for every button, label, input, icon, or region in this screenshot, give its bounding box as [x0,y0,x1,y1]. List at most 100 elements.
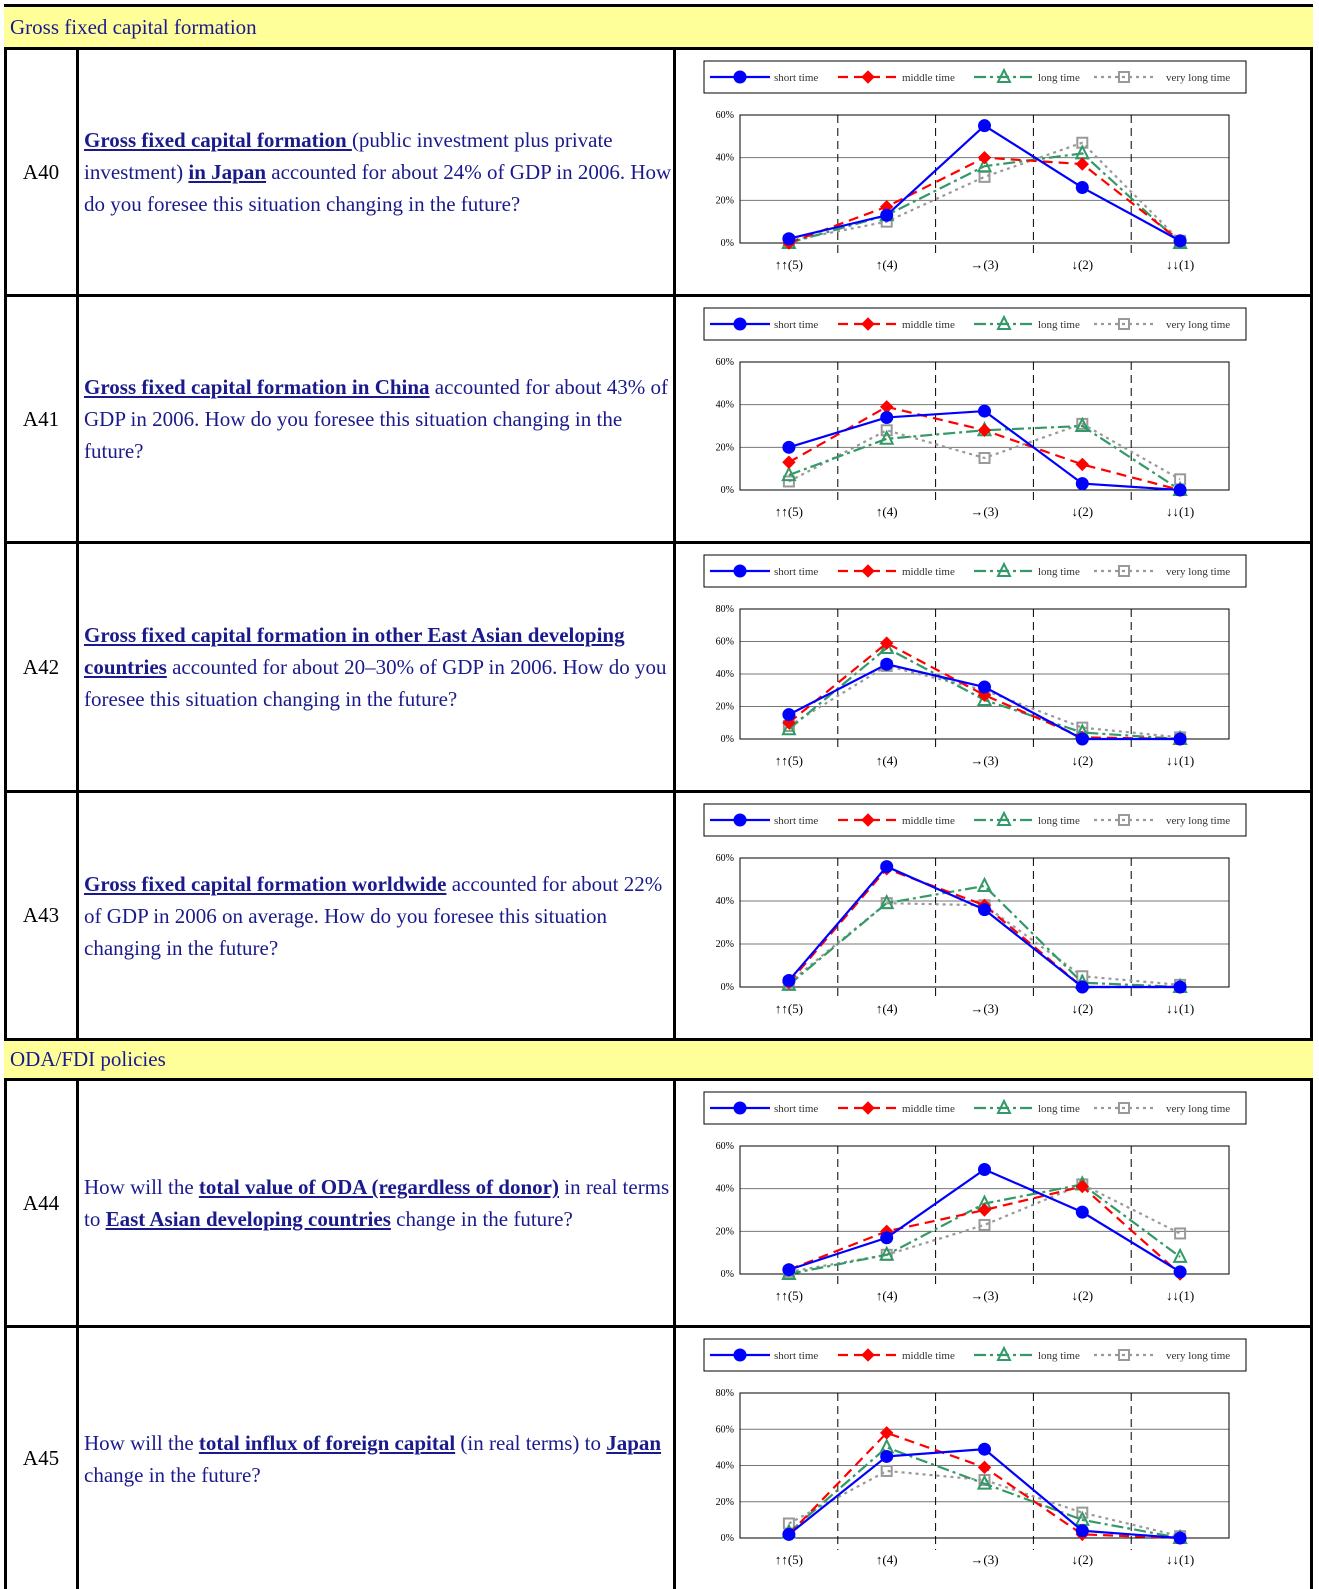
marker-square [1118,1102,1130,1114]
row-id: A44 [22,1190,60,1215]
legend-label: very long time [1166,815,1230,827]
marker-circle [1075,1205,1089,1219]
legend-item: long time [974,67,1080,84]
line-chart-svg: short time middle time long time very long … [703,1091,1247,1303]
marker-diamond [977,423,992,437]
marker-circle [880,1231,894,1245]
hline [4,790,1313,793]
marker-triangle [996,1345,1012,1361]
legend-item: long time [974,1345,1080,1362]
y-tick-label: 20% [716,1497,734,1508]
y-tick-label: 0% [721,485,734,496]
line-chart-svg: short time middle time long time very long … [703,60,1247,272]
chart-a42: short time middle time long time very long … [684,549,1310,785]
marker-triangle [879,638,895,654]
marker-diamond [861,813,875,827]
legend-label: very long time [1166,1103,1230,1115]
question-fragment: accounted for about 20–30% of GDP in 200… [84,655,667,711]
plot-frame [739,608,1230,740]
question-text: Gross fixed capital formation worldwide … [84,793,674,1038]
marker-triangle [996,67,1012,83]
marker-square [880,424,893,437]
y-tick-label: 0% [721,1533,734,1544]
marker-diamond [1075,1179,1090,1194]
marker-circle [978,119,991,133]
marker-circle [733,317,747,331]
section-title: Gross fixed capital formation [10,14,257,39]
legend-label: middle time [902,566,955,578]
x-tick-label: →(3) [970,1001,998,1016]
marker-square [1118,71,1130,83]
x-tick-label: ↑↑(5) [775,753,803,768]
plot-area: 0% 20% 40% 60% 80% ↑↑(5) ↑(4) →(3) ↓(2) ↓↓(1) [716,1388,1230,1567]
marker-triangle [879,429,895,445]
plot-area: 0% 20% 40% 60% ↑↑(5) ↑(4) →(3) ↓(2) ↓↓(1) [716,357,1230,519]
x-tick-label: ↑↑(5) [775,504,803,519]
marker-square [1174,1227,1187,1240]
question-text: How will the total influx of foreign cap… [84,1328,674,1589]
section-header-gfcf: Gross fixed capital formation [4,7,1313,47]
x-tick-label: ↓↓(1) [1166,1552,1194,1567]
chart-legend: short time middle time long time very long … [703,554,1247,588]
legend-item: very long time [1094,1349,1230,1362]
y-tick-label: 0% [721,734,734,745]
legend-label: very long time [1166,566,1230,578]
series-very-long-time [782,417,1187,488]
section-header-oda-fdi: ODA/FDI policies [4,1041,1313,1078]
series-line [788,405,1181,492]
marker-triangle [879,893,895,910]
y-tick-label: 20% [716,442,734,453]
question-keyword: Gross fixed capital formation in other E… [84,623,625,679]
series-short-time [782,1162,1187,1279]
chart-a40: short time middle time long time very long … [684,55,1310,289]
question-fragment: How will the [84,1430,199,1455]
marker-triangle [996,314,1012,330]
legend-label: very long time [1166,72,1230,84]
legend-label: middle time [902,319,955,331]
legend-frame [703,1091,1247,1125]
marker-circle [733,70,747,84]
question-keyword: Gross fixed capital formation [84,128,352,152]
series-line [788,1446,1181,1540]
question-fragment: accounted for about 43% of GDP in 2006. … [84,375,669,463]
legend-item: long time [974,1098,1080,1115]
series-middle-time [782,862,1187,994]
question-keyword: East Asian developing countries [105,1207,391,1231]
y-tick-label: 0% [721,982,734,993]
series-line [788,422,1181,483]
x-tick-label: ↑(4) [876,504,898,519]
question-fragment: change in the future? [390,1207,573,1231]
series-line [788,141,1181,242]
legend-label: long time [1038,815,1080,827]
legend-label: middle time [902,1103,955,1115]
series-long-time [781,1175,1188,1280]
plot-frame [739,857,1230,988]
marker-square [1118,814,1130,826]
legend-label: short time [774,319,818,331]
x-tick-label: →(3) [970,1552,998,1567]
x-tick-label: →(3) [970,257,998,272]
y-tick-label: 40% [716,1461,734,1472]
row-id: A45 [22,1446,60,1470]
hline [4,47,1313,50]
x-tick-label: ↓(2) [1071,1288,1093,1303]
marker-square [1118,318,1130,330]
legend-label: long time [1038,1350,1080,1362]
legend-item: middle time [838,317,955,331]
marker-diamond [977,1203,992,1217]
legend-label: short time [774,566,818,578]
marker-circle [1173,1531,1187,1545]
x-tick-label: ↓↓(1) [1166,753,1194,768]
series-line [788,1185,1181,1275]
marker-diamond [861,70,875,84]
chart-legend: short time middle time long time very long … [703,803,1247,837]
vline [673,1078,676,1589]
marker-triangle [879,1245,895,1261]
marker-triangle [1172,1247,1188,1263]
x-tick-label: ↓↓(1) [1166,257,1194,272]
series-long-time [781,876,1188,993]
y-tick-label: 40% [716,1184,734,1195]
legend-item: long time [974,314,1080,331]
marker-circle [978,404,991,418]
x-tick-label: ↓↓(1) [1166,1288,1194,1303]
